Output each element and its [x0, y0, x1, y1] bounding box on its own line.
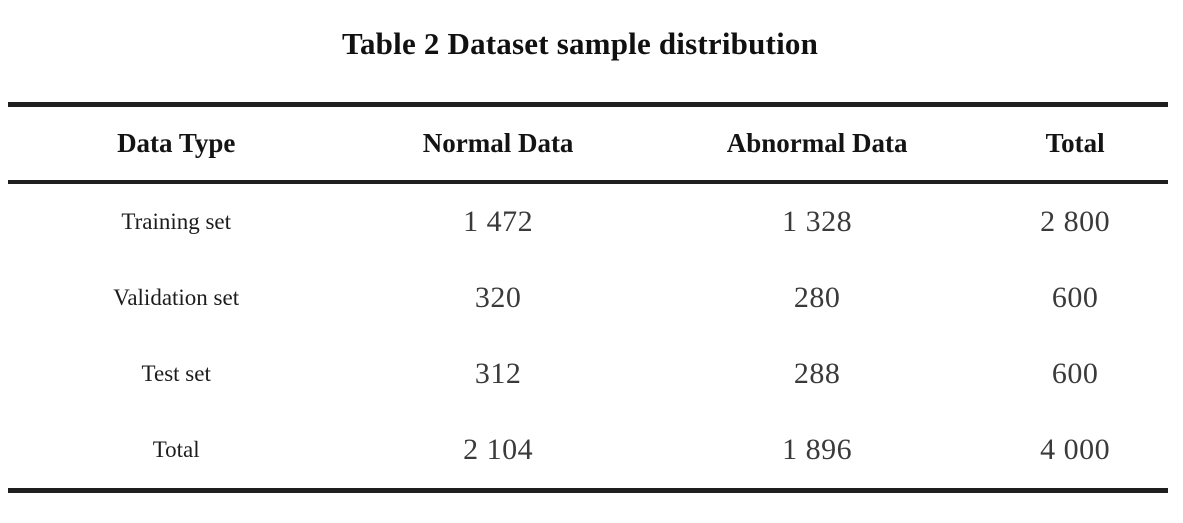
- table-bottom-rule: [8, 488, 1168, 493]
- dataset-distribution-table: Data Type Normal Data Abnormal Data Tota…: [8, 102, 1168, 493]
- column-header-data-type: Data Type: [117, 128, 236, 158]
- cell-abnormal: 280: [793, 281, 841, 314]
- column-header-normal-data: Normal Data: [422, 128, 574, 158]
- cell-normal: 2 104: [463, 433, 534, 466]
- table-row: Test set 312 288 600: [8, 336, 1168, 412]
- cell-total: 600: [1051, 281, 1099, 314]
- cell-normal: 312: [474, 357, 522, 390]
- row-label: Test set: [141, 361, 211, 386]
- column-header-total: Total: [1045, 128, 1105, 158]
- cell-abnormal: 1 896: [782, 433, 853, 466]
- table-row: Training set 1 472 1 328 2 800: [8, 184, 1168, 260]
- cell-normal: 320: [474, 281, 522, 314]
- cell-abnormal: 1 328: [782, 205, 853, 238]
- table-row: Validation set 320 280 600: [8, 260, 1168, 336]
- table-header-rule: [8, 180, 1168, 184]
- row-label: Total: [152, 437, 200, 462]
- table-row: Total 2 104 1 896 4 000: [8, 412, 1168, 488]
- cell-normal: 1 472: [463, 205, 534, 238]
- table-caption: Table 2 Dataset sample distribution: [341, 26, 819, 61]
- row-label: Validation set: [113, 285, 240, 310]
- cell-total: 600: [1051, 357, 1099, 390]
- table-header-row: Data Type Normal Data Abnormal Data Tota…: [8, 107, 1168, 180]
- cell-total: 2 800: [1040, 205, 1111, 238]
- cell-abnormal: 288: [793, 357, 841, 390]
- cell-total: 4 000: [1040, 433, 1111, 466]
- column-header-abnormal-data: Abnormal Data: [726, 128, 908, 158]
- table-top-rule: [8, 102, 1168, 107]
- row-label: Training set: [121, 209, 232, 234]
